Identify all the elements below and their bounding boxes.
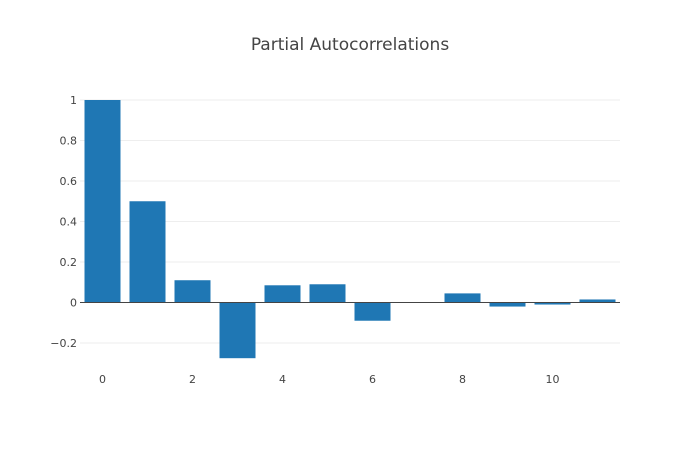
y-tick-label: −0.2 — [50, 337, 77, 350]
bar-lag-6[interactable] — [354, 302, 391, 321]
x-tick-label: 10 — [546, 373, 560, 386]
y-tick-label: 0.4 — [60, 216, 78, 229]
x-tick-label: 0 — [99, 373, 106, 386]
y-tick-label: 0.6 — [60, 175, 78, 188]
x-axis-ticks: 0 2 4 6 8 10 — [99, 373, 560, 386]
bar-lag-4[interactable] — [264, 285, 301, 303]
bar-lag-3[interactable] — [219, 302, 256, 359]
y-tick-label: 0 — [70, 297, 77, 310]
bar-lag-11[interactable] — [579, 299, 616, 303]
x-tick-label: 2 — [189, 373, 196, 386]
bar-lag-5[interactable] — [309, 284, 346, 303]
bar-lag-9[interactable] — [489, 302, 526, 307]
x-tick-label: 4 — [279, 373, 286, 386]
y-tick-label: 1 — [70, 94, 77, 107]
x-tick-label: 6 — [369, 373, 376, 386]
bar-lag-2[interactable] — [174, 280, 211, 303]
y-axis-ticks: −0.2 0 0.2 0.4 0.6 0.8 1 — [50, 94, 77, 350]
y-tick-label: 0.8 — [60, 135, 78, 148]
grid-layer — [80, 99, 620, 344]
bar-lag-0[interactable] — [84, 100, 121, 303]
y-tick-label: 0.2 — [60, 256, 78, 269]
bar-lag-8[interactable] — [444, 293, 481, 303]
bars-layer — [84, 100, 616, 359]
chart-title: Partial Autocorrelations — [251, 35, 450, 55]
x-tick-label: 8 — [459, 373, 466, 386]
bar-lag-10[interactable] — [534, 302, 571, 305]
bar-lag-1[interactable] — [129, 201, 166, 303]
